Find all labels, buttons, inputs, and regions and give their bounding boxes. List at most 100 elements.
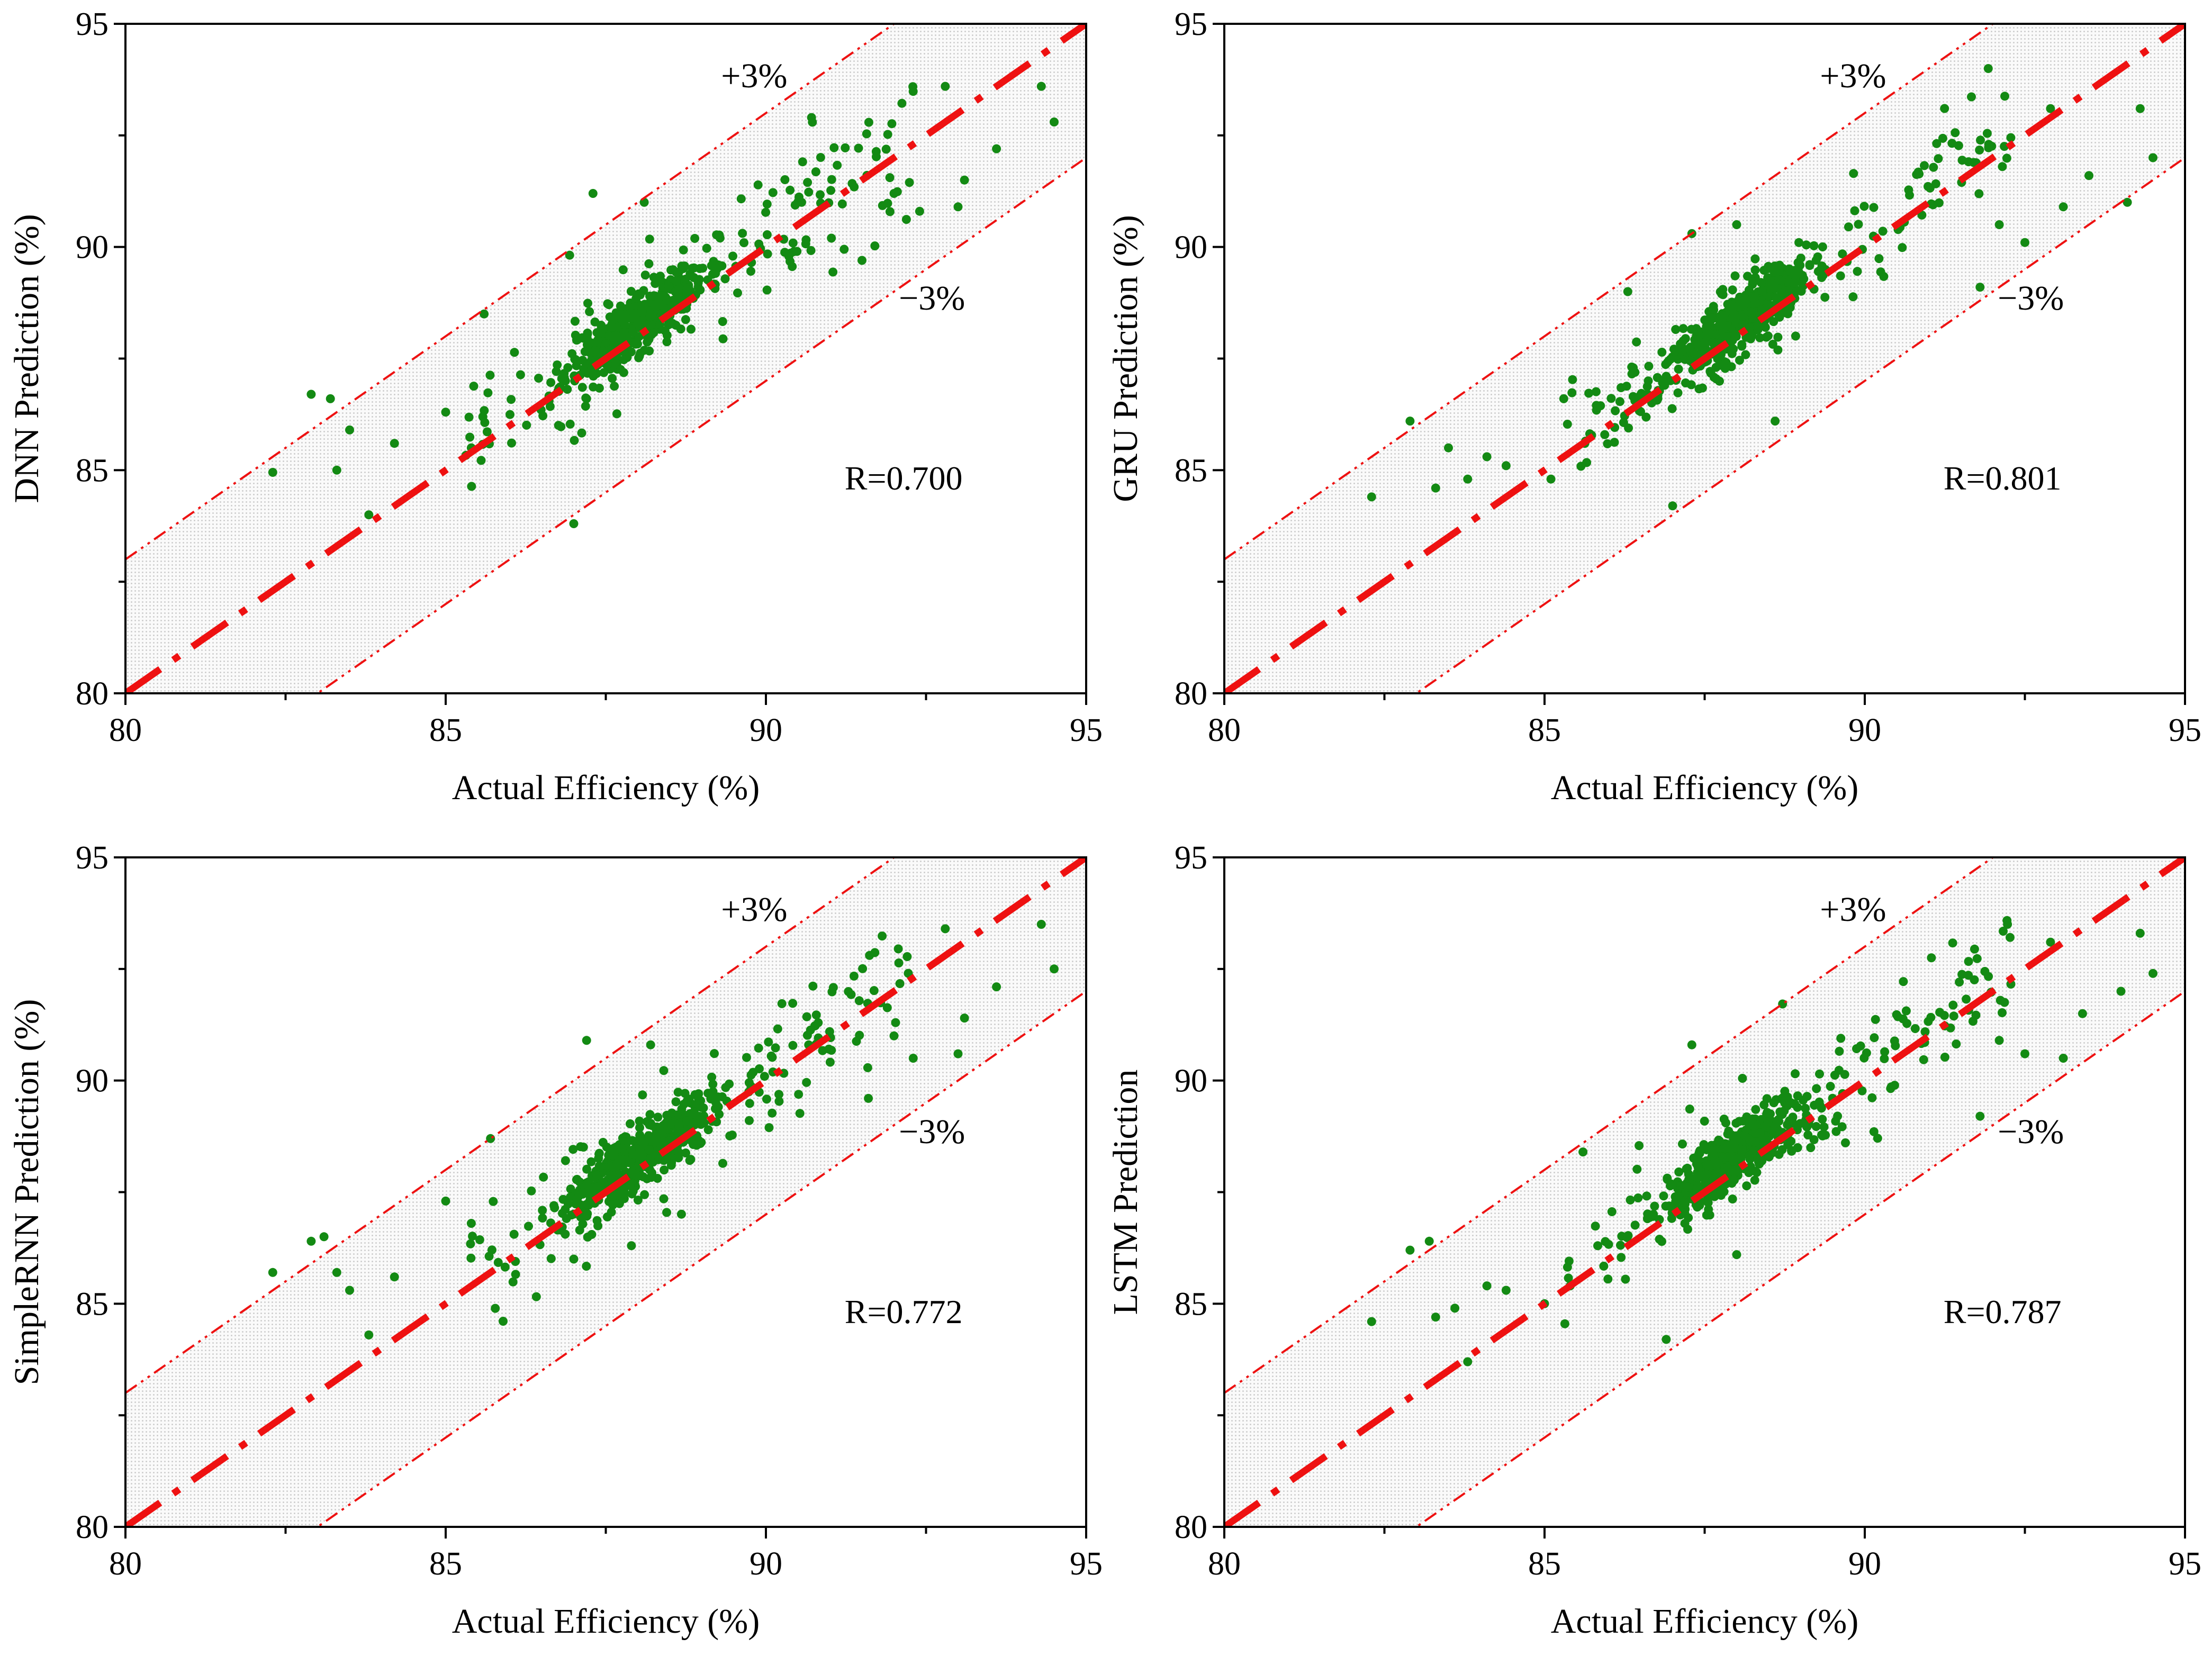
data-point <box>464 412 474 422</box>
data-point <box>1624 423 1633 433</box>
data-point <box>1681 1196 1690 1205</box>
data-point <box>1444 443 1453 453</box>
data-point <box>649 328 658 338</box>
data-point <box>508 1277 518 1287</box>
data-point <box>1678 324 1688 333</box>
data-point <box>696 285 705 295</box>
data-point <box>1737 340 1747 349</box>
data-point <box>582 1036 591 1045</box>
data-point <box>1733 302 1742 311</box>
y-tick-label: 95 <box>1175 6 1207 42</box>
data-point <box>992 144 1001 153</box>
data-point <box>1649 1209 1658 1219</box>
data-point <box>2046 104 2055 113</box>
data-point <box>671 1097 681 1107</box>
data-point <box>1976 135 1985 145</box>
data-point <box>1773 332 1783 342</box>
data-point <box>816 190 825 200</box>
data-point <box>1617 383 1626 392</box>
data-point <box>1599 1261 1609 1271</box>
data-point <box>1904 185 1913 195</box>
data-point <box>1559 394 1568 403</box>
data-point <box>1563 420 1572 429</box>
data-point <box>1606 394 1616 403</box>
data-point <box>1668 501 1677 511</box>
data-point <box>649 291 658 301</box>
data-point <box>2116 987 2126 996</box>
data-point <box>619 355 628 365</box>
data-point <box>441 408 450 417</box>
data-point <box>609 1162 618 1172</box>
data-point <box>1680 1219 1690 1228</box>
data-point <box>889 189 899 198</box>
data-point <box>762 285 772 295</box>
data-point <box>1716 360 1725 370</box>
data-point <box>1036 82 1046 91</box>
y-axis-label: DNN Prediction (%) <box>7 214 46 503</box>
data-point <box>883 130 892 139</box>
data-point <box>268 1268 277 1277</box>
y-tick-label: 90 <box>76 1063 109 1099</box>
data-point <box>1931 179 1940 188</box>
data-point <box>626 1119 635 1128</box>
data-point <box>1707 313 1717 323</box>
data-point <box>707 1072 717 1082</box>
data-point <box>1821 1130 1830 1140</box>
data-point <box>1702 322 1711 331</box>
minus-3-label: −3% <box>1998 1112 2064 1151</box>
x-axis-label: Actual Efficiency (%) <box>1551 1602 1859 1641</box>
data-point <box>960 175 969 185</box>
data-point <box>1431 483 1440 493</box>
data-point <box>1920 161 1929 170</box>
data-point <box>1751 298 1760 307</box>
data-point <box>1994 1036 2004 1045</box>
data-point <box>660 1165 669 1175</box>
data-point <box>2006 933 2015 942</box>
data-point <box>804 187 814 197</box>
data-point <box>1964 957 1973 966</box>
data-point <box>561 1156 570 1165</box>
data-point <box>1607 1207 1617 1216</box>
data-point <box>1763 331 1773 341</box>
data-point <box>466 1239 475 1248</box>
y-axis-label: LSTM Prediction <box>1106 1070 1145 1315</box>
y-tick-label: 95 <box>1175 840 1207 876</box>
data-point <box>1972 954 1982 963</box>
data-point <box>475 1235 484 1244</box>
data-point <box>582 333 592 342</box>
data-point <box>2135 928 2145 938</box>
data-point <box>1685 1105 1694 1114</box>
data-point <box>570 316 580 326</box>
data-point <box>599 368 609 377</box>
data-point <box>718 1159 727 1168</box>
data-point <box>1700 1116 1709 1126</box>
data-point <box>1716 287 1725 296</box>
data-point <box>712 264 722 273</box>
data-point <box>466 1253 476 1263</box>
data-point <box>1771 417 1780 426</box>
data-point <box>1747 308 1756 318</box>
data-point <box>1835 1046 1844 1056</box>
data-point <box>1710 1192 1719 1201</box>
data-point <box>651 279 660 288</box>
data-point <box>1753 325 1763 334</box>
data-point <box>1705 1210 1714 1220</box>
data-point <box>893 944 903 954</box>
data-point <box>598 1138 608 1147</box>
data-point <box>1633 1193 1643 1202</box>
data-point <box>1840 1070 1849 1079</box>
data-point <box>827 987 837 997</box>
plus-3-line <box>1224 24 1995 560</box>
data-point <box>1836 1034 1846 1043</box>
data-point <box>953 202 963 212</box>
x-tick-label: 95 <box>1070 712 1103 748</box>
data-point <box>718 334 728 343</box>
data-point <box>1650 1201 1659 1211</box>
data-point <box>1673 388 1683 397</box>
data-point <box>1760 1122 1770 1132</box>
data-point <box>806 1025 815 1035</box>
data-point <box>1603 439 1612 448</box>
data-point <box>1780 1106 1789 1116</box>
data-point <box>1667 404 1677 413</box>
data-point <box>1741 350 1750 359</box>
